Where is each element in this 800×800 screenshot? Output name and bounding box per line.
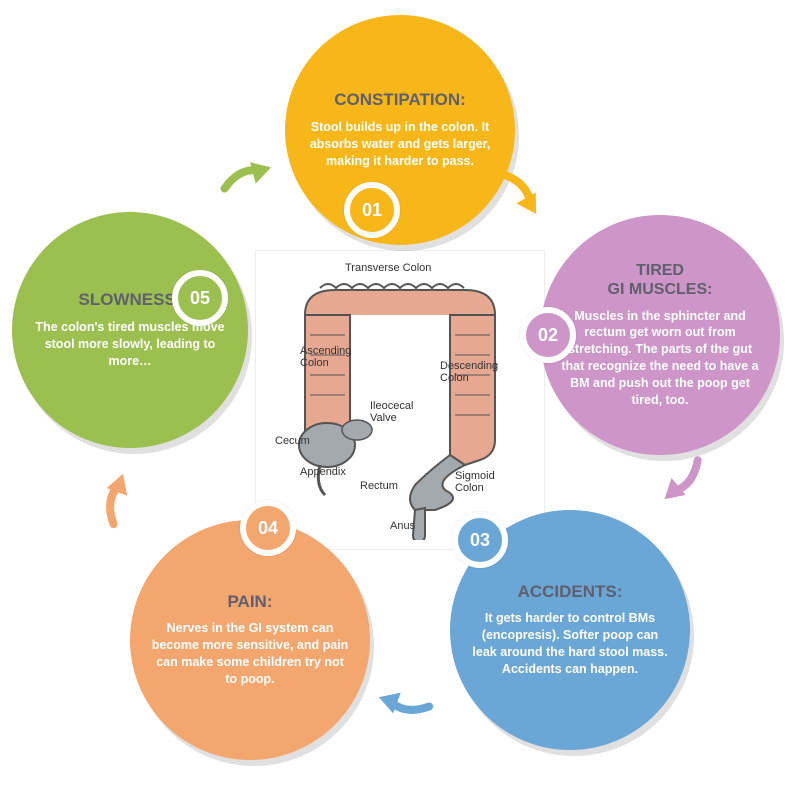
node-desc: The colon's tired muscles move stool mor…: [32, 319, 228, 370]
node-number-badge: 05: [172, 270, 228, 326]
node-title: CONSTIPATION:: [334, 90, 466, 110]
cycle-node-n2: TIREDGI MUSCLES: Muscles in the sphincter…: [540, 215, 780, 455]
anatomy-label: SigmoidColon: [455, 470, 495, 494]
node-desc: Muscles in the sphincter and rectum get …: [560, 308, 760, 409]
anatomy-label: DescendingColon: [440, 360, 498, 384]
anatomy-label: AscendingColon: [300, 345, 351, 369]
node-title: SLOWNESS:: [79, 290, 182, 310]
node-desc: Nerves in the GI system can become more …: [150, 620, 350, 688]
cycle-node-n4: PAIN: Nerves in the GI system can become …: [130, 520, 370, 760]
node-number-badge: 02: [520, 307, 576, 363]
node-number-badge: 04: [240, 500, 296, 556]
cycle-node-n5: SLOWNESS: The colon's tired muscles move …: [12, 212, 248, 448]
cycle-arrow: [93, 466, 147, 534]
node-title: PAIN:: [227, 592, 272, 612]
anatomy-label: IleocecalValve: [370, 400, 413, 424]
cycle-infographic: Transverse Colon AscendingColon Descending…: [0, 0, 800, 800]
anatomy-label: Cecum: [275, 435, 310, 447]
anatomy-label: Appendix: [300, 466, 346, 478]
cycle-node-n1: CONSTIPATION: Stool builds up in the colo…: [285, 15, 515, 245]
cycle-arrow: [371, 673, 439, 727]
anatomy-label: Transverse Colon: [345, 262, 431, 274]
cycle-arrow: [213, 151, 283, 209]
node-number-badge: 03: [452, 512, 508, 568]
node-number-badge: 01: [344, 182, 400, 238]
anatomy-label: Rectum: [360, 480, 398, 492]
node-desc: It gets harder to control BMs (encopresi…: [470, 610, 670, 678]
node-desc: Stool builds up in the colon. It absorbs…: [305, 119, 495, 170]
node-title: ACCIDENTS:: [518, 582, 623, 602]
node-title: TIREDGI MUSCLES:: [608, 261, 713, 299]
anatomy-label: Anus: [390, 520, 415, 532]
